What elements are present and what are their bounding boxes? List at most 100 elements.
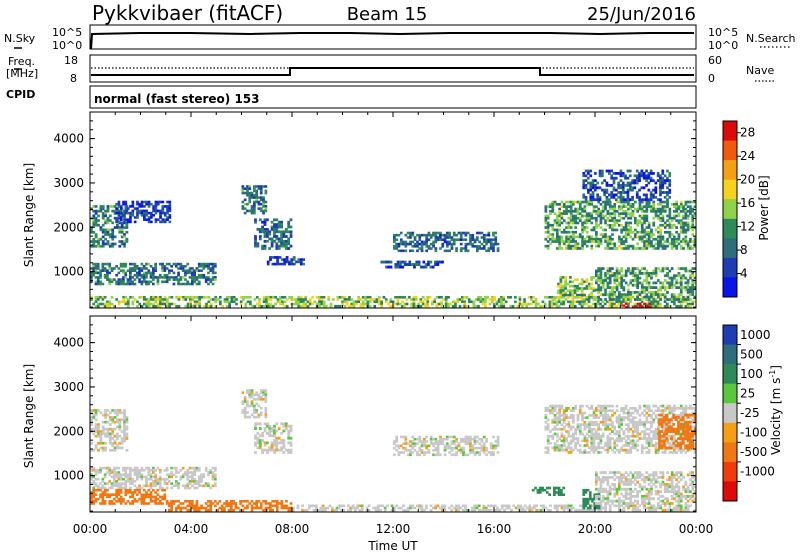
data-cell: [518, 300, 522, 304]
data-cell: [124, 271, 128, 275]
data-cell: [131, 267, 134, 270]
data-cell: [650, 228, 653, 232]
data-cell: [189, 296, 192, 299]
data-cell: [94, 425, 98, 429]
data-cell: [533, 504, 536, 508]
data-cell: [595, 219, 598, 222]
data-cell: [282, 244, 286, 248]
colorbar-frame: [722, 120, 738, 298]
data-cell: [195, 486, 199, 490]
data-cell: [544, 207, 548, 211]
data-cell: [158, 475, 162, 479]
data-cell: [576, 247, 580, 250]
data-cell: [441, 242, 445, 246]
data-cell: [544, 506, 548, 510]
data-cell: [449, 302, 453, 306]
data-cell: [489, 508, 493, 512]
data-cell: [478, 245, 481, 248]
data-cell: [393, 238, 396, 241]
data-cell: [196, 302, 199, 306]
data-cell: [634, 272, 637, 275]
data-cell: [99, 502, 102, 505]
data-cell: [295, 300, 298, 304]
data-cell: [264, 209, 268, 213]
data-cell: [636, 267, 639, 270]
data-cell: [111, 233, 115, 236]
data-cell: [595, 272, 598, 275]
data-cell: [152, 298, 155, 301]
data-cell: [682, 286, 685, 289]
data-cell: [261, 220, 264, 224]
data-cell: [598, 198, 602, 202]
data-cell: [129, 477, 132, 481]
data-cell: [573, 278, 577, 281]
data-cell: [163, 211, 167, 215]
data-cell: [142, 502, 146, 505]
data-cell: [686, 228, 690, 232]
data-cell: [448, 242, 451, 246]
data-cell: [395, 444, 398, 448]
data-cell: [656, 302, 660, 306]
data-cell: [156, 497, 160, 501]
data-cell: [657, 216, 660, 220]
data-cell: [649, 176, 653, 180]
data-cell: [263, 422, 267, 426]
data-cell: [624, 233, 628, 236]
data-cell: [480, 231, 484, 235]
data-cell: [145, 282, 148, 286]
data-cell: [611, 293, 614, 297]
data-cell: [122, 265, 125, 268]
data-cell: [574, 207, 577, 211]
data-cell: [90, 276, 93, 279]
data-cell: [640, 281, 644, 285]
data-cell: [562, 437, 566, 440]
data-cell: [289, 429, 293, 433]
data-cell: [610, 302, 614, 306]
data-cell: [596, 195, 599, 199]
data-cell: [647, 198, 651, 202]
data-cell: [484, 304, 487, 308]
data-cell: [611, 295, 614, 299]
data-cell: [645, 226, 649, 229]
data-cell: [569, 212, 573, 215]
data-cell: [255, 506, 258, 510]
data-cell: [106, 233, 110, 236]
data-cell: [482, 233, 486, 237]
data-cell: [191, 471, 194, 474]
data-cell: [268, 237, 272, 241]
data-cell: [200, 506, 203, 510]
data-cell: [670, 244, 674, 248]
data-cell: [253, 211, 256, 215]
data-cell: [640, 210, 644, 213]
data-cell: [94, 223, 98, 227]
data-cell: [90, 500, 93, 503]
data-cell: [416, 245, 419, 248]
data-cell: [258, 302, 261, 306]
data-cell: [590, 508, 594, 512]
data-cell: [553, 425, 557, 429]
data-cell: [634, 233, 637, 236]
data-cell: [118, 228, 122, 232]
data-cell: [643, 233, 646, 236]
data-cell: [638, 214, 642, 218]
data-cell: [106, 228, 110, 232]
data-cell: [207, 271, 210, 275]
data-cell: [170, 269, 173, 272]
data-cell: [255, 189, 258, 193]
data-cell: [255, 502, 258, 505]
data-cell: [496, 451, 500, 454]
data-cell: [691, 247, 695, 250]
data-cell: [333, 508, 336, 512]
data-cell: [621, 174, 625, 178]
data-cell: [423, 437, 426, 441]
data-cell: [473, 245, 477, 248]
data-cell: [556, 237, 559, 241]
data-cell: [597, 214, 600, 218]
data-cell: [585, 287, 589, 290]
data-cell: [459, 437, 463, 441]
data-cell: [96, 477, 100, 481]
data-cell: [648, 302, 651, 305]
data-cell: [140, 211, 144, 215]
data-cell: [90, 418, 93, 422]
data-cell: [562, 418, 566, 422]
